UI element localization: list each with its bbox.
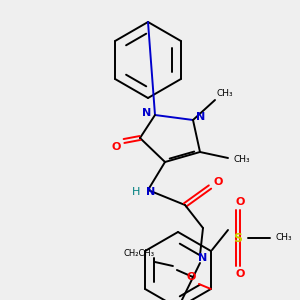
Text: CH₂CH₃: CH₂CH₃ — [123, 248, 154, 257]
Text: N: N — [142, 108, 152, 118]
Text: N: N — [198, 253, 208, 263]
Text: O: O — [186, 272, 196, 282]
Text: CH₃: CH₃ — [217, 89, 233, 98]
Text: H: H — [132, 187, 140, 197]
Text: O: O — [235, 269, 245, 279]
Text: O: O — [213, 177, 223, 187]
Text: O: O — [111, 142, 121, 152]
Text: CH₃: CH₃ — [276, 233, 292, 242]
Text: N: N — [196, 112, 206, 122]
Text: N: N — [146, 187, 156, 197]
Text: S: S — [233, 232, 242, 244]
Text: CH₃: CH₃ — [234, 155, 250, 164]
Text: O: O — [235, 197, 245, 207]
